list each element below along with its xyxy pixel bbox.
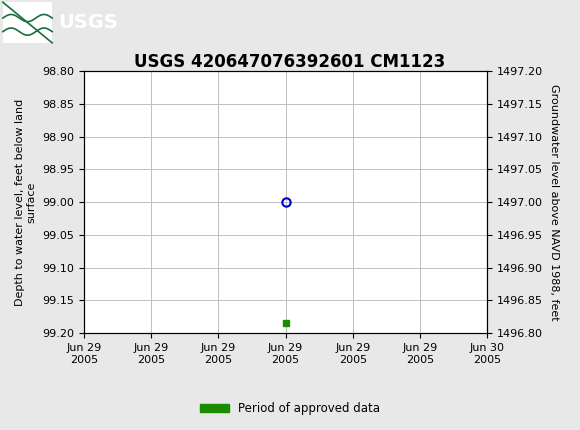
Text: USGS 420647076392601 CM1123: USGS 420647076392601 CM1123 <box>135 53 445 71</box>
Text: USGS: USGS <box>58 13 118 32</box>
Y-axis label: Groundwater level above NAVD 1988, feet: Groundwater level above NAVD 1988, feet <box>549 84 559 320</box>
Legend: Period of approved data: Period of approved data <box>195 397 385 420</box>
Bar <box>3 2 52 43</box>
Y-axis label: Depth to water level, feet below land
surface: Depth to water level, feet below land su… <box>15 98 37 306</box>
